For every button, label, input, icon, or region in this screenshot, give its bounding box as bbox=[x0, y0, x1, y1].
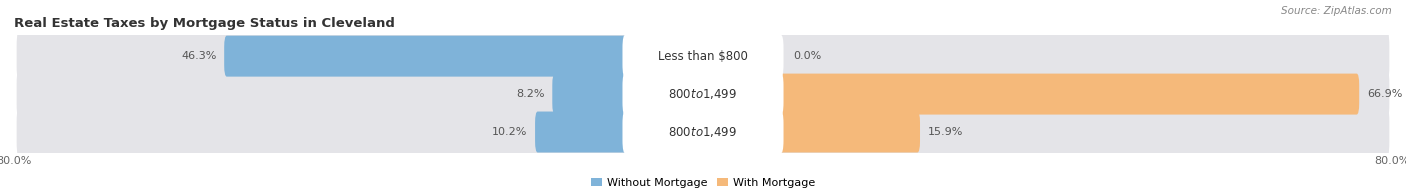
Text: Less than $800: Less than $800 bbox=[658, 50, 748, 63]
FancyBboxPatch shape bbox=[623, 73, 783, 116]
FancyBboxPatch shape bbox=[224, 36, 628, 77]
Text: 10.2%: 10.2% bbox=[492, 127, 527, 137]
Text: Source: ZipAtlas.com: Source: ZipAtlas.com bbox=[1281, 6, 1392, 16]
FancyBboxPatch shape bbox=[17, 103, 1389, 161]
Text: 15.9%: 15.9% bbox=[928, 127, 963, 137]
FancyBboxPatch shape bbox=[623, 110, 783, 154]
Text: $800 to $1,499: $800 to $1,499 bbox=[668, 87, 738, 101]
Text: 66.9%: 66.9% bbox=[1367, 89, 1402, 99]
FancyBboxPatch shape bbox=[553, 74, 628, 115]
Text: $800 to $1,499: $800 to $1,499 bbox=[668, 125, 738, 139]
Text: Real Estate Taxes by Mortgage Status in Cleveland: Real Estate Taxes by Mortgage Status in … bbox=[14, 17, 395, 30]
FancyBboxPatch shape bbox=[536, 112, 628, 152]
FancyBboxPatch shape bbox=[778, 112, 920, 152]
FancyBboxPatch shape bbox=[778, 74, 1360, 115]
FancyBboxPatch shape bbox=[17, 65, 1389, 123]
Text: 0.0%: 0.0% bbox=[793, 51, 821, 61]
FancyBboxPatch shape bbox=[623, 34, 783, 78]
Text: 46.3%: 46.3% bbox=[181, 51, 217, 61]
FancyBboxPatch shape bbox=[17, 27, 1389, 85]
Text: 8.2%: 8.2% bbox=[516, 89, 544, 99]
Legend: Without Mortgage, With Mortgage: Without Mortgage, With Mortgage bbox=[586, 173, 820, 192]
